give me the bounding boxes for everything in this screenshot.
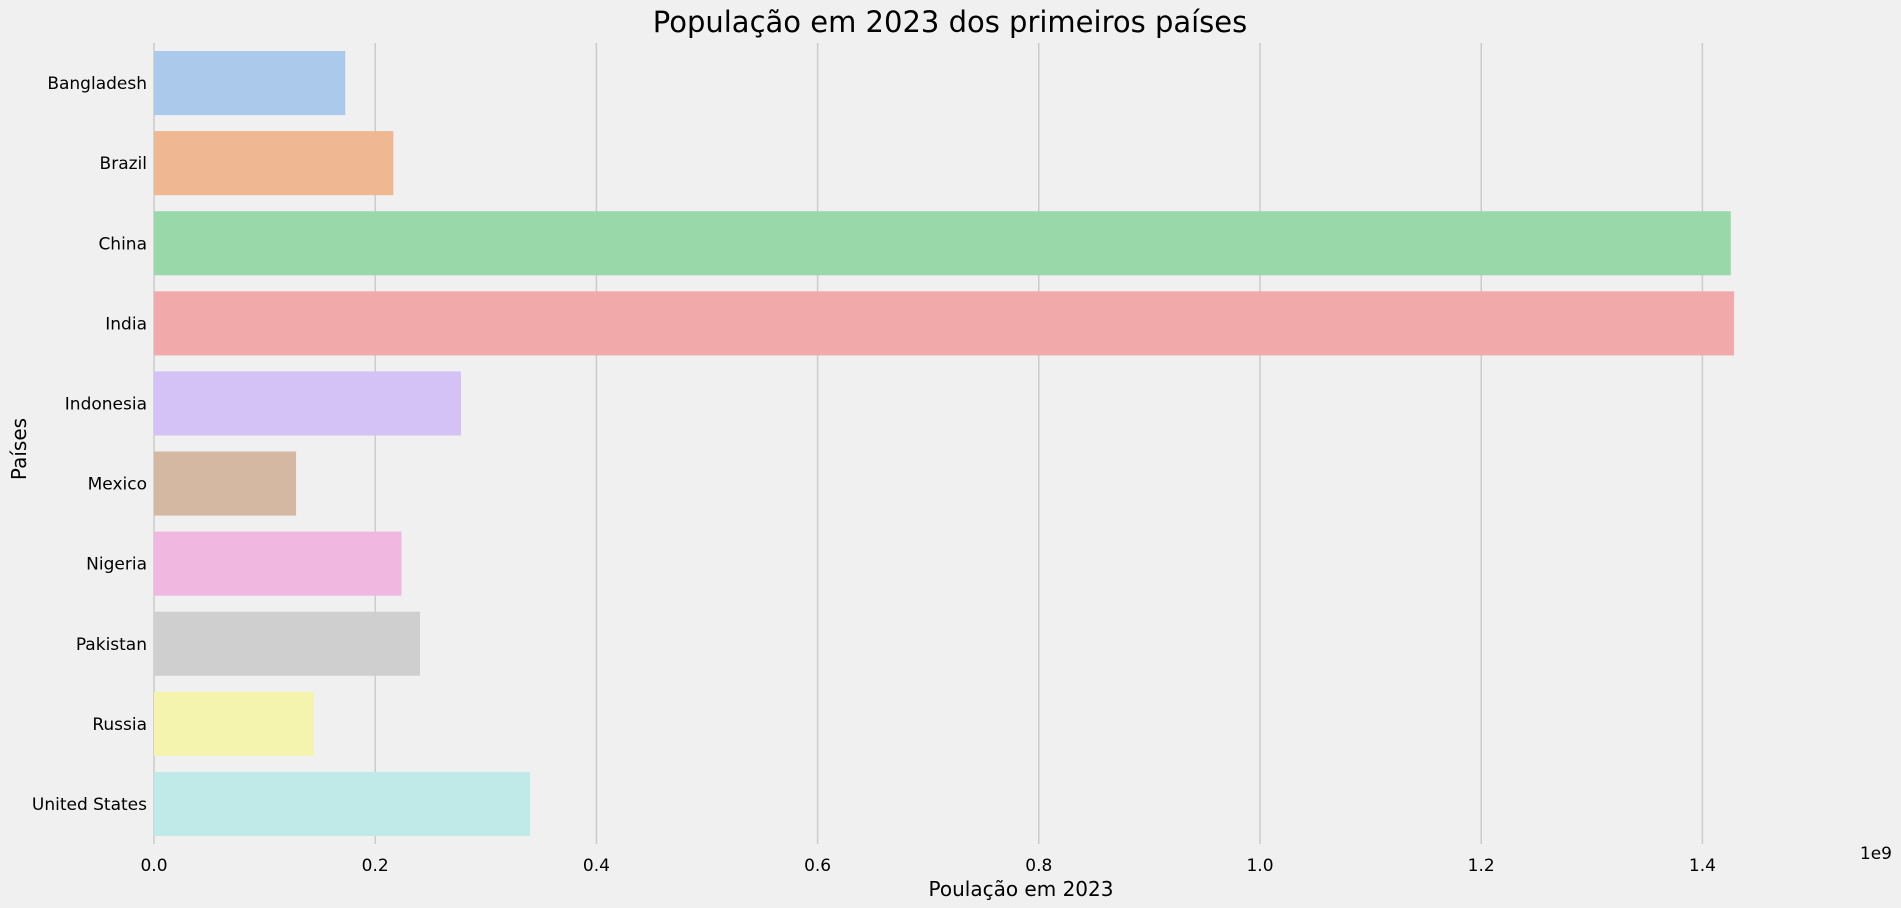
bar-russia bbox=[154, 691, 314, 756]
bar-brazil bbox=[154, 131, 394, 196]
chart-title: População em 2023 dos primeiros países bbox=[653, 5, 1248, 39]
x-axis-label: Poulação em 2023 bbox=[929, 877, 1114, 901]
x-axis-offset-label: 1e9 bbox=[1860, 844, 1892, 864]
y-tick-label: Pakistan bbox=[76, 635, 147, 655]
x-tick-label: 0.8 bbox=[1025, 856, 1052, 876]
x-tick-labels: 0.0 0.2 0.4 0.6 0.8 1.0 1.2 1.4 bbox=[140, 856, 1715, 876]
y-axis-label: Países bbox=[7, 418, 31, 480]
y-tick-labels: Bangladesh Brazil China India Indonesia Mexic… bbox=[32, 74, 147, 815]
x-tick-label: 1.0 bbox=[1246, 856, 1273, 876]
y-tick-label: Indonesia bbox=[65, 394, 147, 414]
bar-mexico bbox=[154, 451, 297, 516]
bar-bangladesh bbox=[154, 51, 346, 116]
x-tick-label: 0.0 bbox=[140, 856, 167, 876]
y-tick-label: Brazil bbox=[100, 154, 147, 174]
bar-china bbox=[154, 211, 1731, 276]
bar-nigeria bbox=[154, 531, 402, 596]
bar-india bbox=[154, 291, 1735, 356]
x-tick-label: 1.4 bbox=[1689, 856, 1716, 876]
y-tick-label: China bbox=[98, 234, 147, 254]
bar-pakistan bbox=[154, 611, 420, 676]
x-tick-label: 0.2 bbox=[362, 856, 389, 876]
y-tick-label: Bangladesh bbox=[47, 74, 147, 94]
y-tick-label: Russia bbox=[92, 715, 147, 735]
x-tick-label: 0.6 bbox=[804, 856, 831, 876]
y-tick-label: Mexico bbox=[88, 475, 147, 495]
y-tick-label: India bbox=[105, 314, 147, 334]
x-tick-label: 0.4 bbox=[583, 856, 610, 876]
x-tick-label: 1.2 bbox=[1468, 856, 1495, 876]
y-tick-label: United States bbox=[32, 795, 147, 815]
bar-indonesia bbox=[154, 371, 461, 436]
bars bbox=[154, 51, 1735, 836]
bar-united-states bbox=[154, 771, 531, 836]
y-tick-label: Nigeria bbox=[86, 555, 147, 575]
